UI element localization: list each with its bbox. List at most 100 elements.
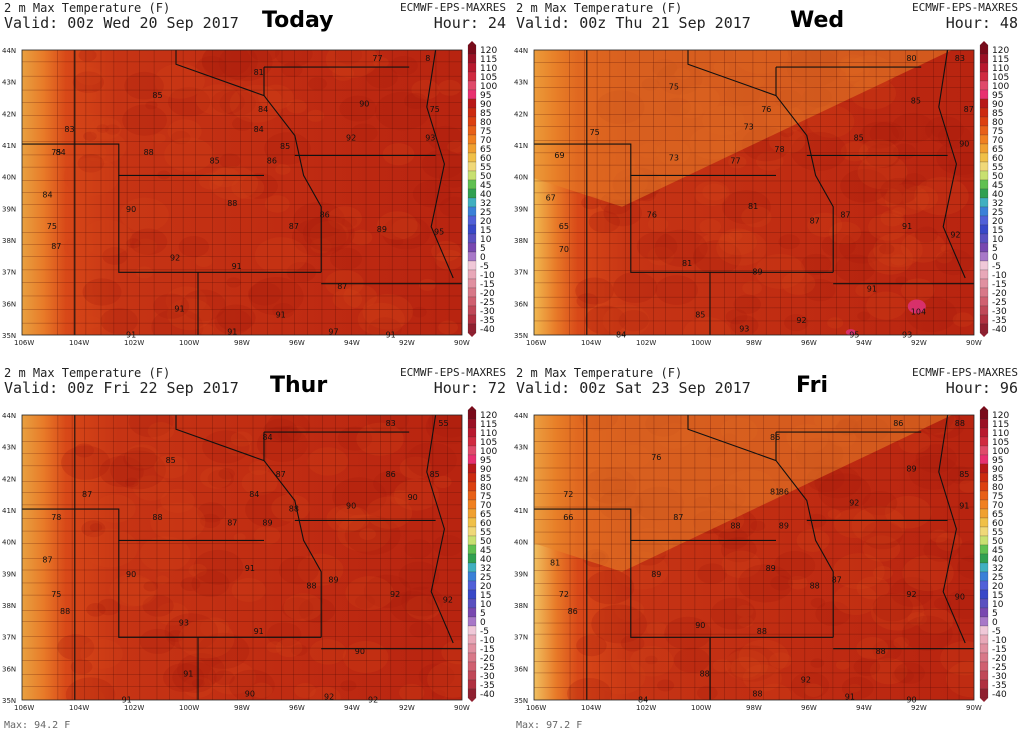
colorbar-label: 45 (992, 546, 1003, 556)
colorbar-label: 120 (480, 411, 497, 421)
longitude-label: 106W (14, 704, 34, 712)
temperature-value: 93 (739, 325, 749, 334)
state-boundary (175, 415, 322, 638)
panel-header: 2 m Max Temperature (F) Valid: 00z Thu 21… (512, 0, 1024, 44)
colorbar-label: -5 (480, 262, 489, 272)
colorbar-swatch (979, 454, 989, 465)
temperature-value: 89 (377, 225, 387, 234)
colorbar-label: 70 (480, 136, 492, 146)
colorbar-swatch (467, 287, 477, 298)
valid-time: Valid: 00z Wed 20 Sep 2017 (4, 14, 239, 32)
state-boundary (687, 415, 834, 638)
colorbar-swatch (467, 481, 477, 492)
colorbar-swatch (467, 107, 477, 118)
colorbar-swatch (979, 260, 989, 271)
temperature-value: 87 (673, 513, 683, 522)
temperature-value: 92 (801, 675, 811, 684)
temperature-value: 91 (174, 305, 184, 314)
colorbar-swatch (979, 607, 989, 618)
temperature-value: 84 (249, 490, 259, 499)
latitude-label: 35N (514, 697, 528, 705)
colorbar-swatch (979, 269, 989, 280)
colorbar-label: 55 (992, 528, 1003, 538)
colorbar-label: -20 (992, 289, 1007, 299)
latitude-label: 44N (2, 412, 16, 420)
latitude-label: 41N (514, 507, 528, 515)
colorbar-arrow-bottom (980, 698, 988, 702)
temperature-value: 81 (550, 559, 560, 568)
temperature-value: 88 (730, 521, 740, 530)
colorbar-label: -10 (480, 271, 495, 281)
colorbar-label: 85 (480, 109, 491, 119)
colorbar-swatch (979, 481, 989, 492)
temperature-value: 85 (166, 456, 176, 465)
longitude-label: 92W (911, 704, 927, 712)
day-label: Thur (270, 373, 328, 398)
colorbar-label: 60 (992, 519, 1004, 529)
valid-time: Valid: 00z Thu 21 Sep 2017 (516, 14, 751, 32)
colorbar-swatch (979, 116, 989, 127)
colorbar-label: 80 (992, 118, 1004, 128)
colorbar-label: 100 (992, 447, 1009, 457)
colorbar-label: 85 (992, 474, 1003, 484)
latitude-label: 37N (2, 634, 16, 642)
temperature-value: 85 (854, 134, 864, 143)
colorbar-swatch (467, 62, 477, 73)
colorbar-label: -20 (480, 654, 495, 664)
colorbar-swatch (467, 580, 477, 591)
latitude-label: 41N (514, 142, 528, 150)
cooler-region (534, 415, 952, 572)
colorbar-label: -20 (992, 654, 1007, 664)
colorbar-label: 90 (992, 100, 1004, 110)
temperature-value: 76 (761, 105, 771, 114)
longitude-label: 94W (856, 339, 872, 347)
colorbar-swatch (979, 71, 989, 82)
temperature-value: 92 (849, 499, 859, 508)
colorbar-label: 90 (480, 100, 492, 110)
colorbar-label: 115 (480, 55, 497, 65)
temperature-value: 92 (368, 695, 378, 704)
colorbar-label: 5 (992, 609, 998, 619)
state-boundary (938, 50, 966, 279)
colorbar-label: 80 (480, 483, 492, 493)
colorbar-label: 75 (480, 127, 491, 137)
colorbar-swatch (467, 472, 477, 483)
temperature-value: 92 (906, 590, 916, 599)
temperature-value: 84 (42, 191, 52, 200)
colorbar-label: 10 (992, 600, 1004, 610)
forecast-panel: 2 m Max Temperature (F) Valid: 00z Fri 22… (0, 365, 512, 730)
colorbar-swatch (979, 323, 989, 334)
colorbar-swatch (979, 161, 989, 172)
colorbar-swatch (467, 251, 477, 262)
colorbar-label: 65 (480, 145, 491, 155)
temperature-value: 91 (845, 692, 855, 701)
temperature-value: 85 (911, 97, 921, 106)
temperature-value: 88 (810, 581, 820, 590)
longitude-label: 106W (526, 339, 546, 347)
panel-title: 2 m Max Temperature (F) (516, 1, 683, 15)
longitude-label: 90W (454, 339, 470, 347)
latitude-label: 42N (2, 110, 16, 118)
colorbar-swatch (979, 661, 989, 672)
temperature-value: 78 (51, 513, 61, 522)
longitude-label: 90W (966, 704, 982, 712)
temperature-value: 8 (425, 54, 430, 63)
colorbar-label: 95 (480, 456, 491, 466)
latitude-label: 39N (514, 205, 528, 213)
map-area (22, 415, 462, 700)
temperature-value: 92 (443, 596, 453, 605)
forecast-panel: 2 m Max Temperature (F) Valid: 00z Sat 23… (512, 365, 1024, 730)
colorbar-swatch (467, 508, 477, 519)
state-boundary (118, 540, 322, 638)
state-boundary (938, 415, 966, 644)
longitude-label: 102W (124, 704, 144, 712)
temperature-value: 90 (955, 593, 965, 602)
colorbar-label: 105 (480, 73, 497, 83)
colorbar-swatch (979, 490, 989, 501)
latitude-label: 39N (2, 570, 16, 578)
colorbar-swatch (979, 143, 989, 154)
colorbar-label: 60 (480, 154, 492, 164)
colorbar-label: 45 (992, 181, 1003, 191)
colorbar-label: 90 (480, 465, 492, 475)
